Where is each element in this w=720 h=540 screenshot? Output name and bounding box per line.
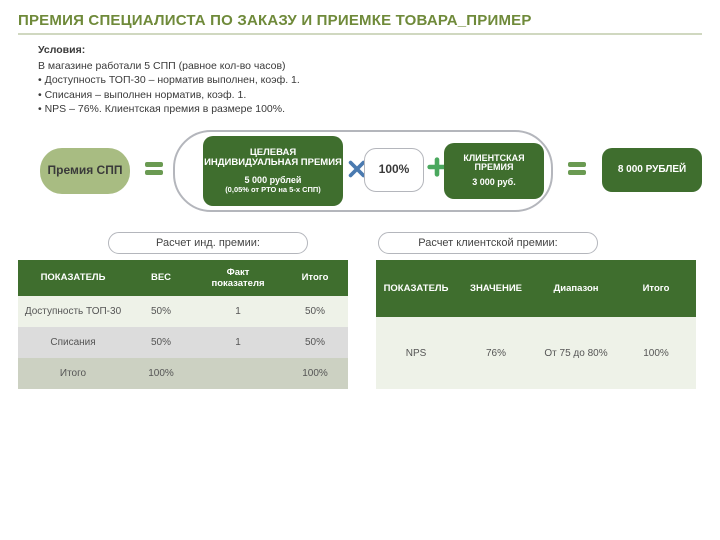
table-cell: 50%: [128, 296, 194, 327]
table1-caption: Расчет инд. премии:: [108, 232, 308, 254]
table-cell: 1: [194, 327, 282, 358]
conditions-list: Доступность ТОП-30 – норматив выполнен, …: [38, 73, 702, 116]
table-individual: ПОКАЗАТЕЛЬВЕСФакт показателяИтогоДоступн…: [18, 260, 348, 389]
table-header: ПОКАЗАТЕЛЬ: [18, 260, 128, 296]
table-header: ВЕС: [128, 260, 194, 296]
table-header: Итого: [282, 260, 348, 296]
conditions-bullet: Доступность ТОП-30 – норматив выполнен, …: [38, 73, 702, 87]
table-header: Итого: [616, 260, 696, 318]
table-cell: 100%: [282, 358, 348, 389]
table-cell: 1: [194, 296, 282, 327]
table-cell: Списания: [18, 327, 128, 358]
table-cell: 50%: [128, 327, 194, 358]
table-header: Факт показателя: [194, 260, 282, 296]
conditions-bullet: Списания – выполнен норматив, коэф. 1.: [38, 88, 702, 102]
table-cell: [194, 358, 282, 389]
table-cell: 50%: [282, 296, 348, 327]
pill-percent: 100%: [364, 148, 424, 192]
pill-individual-premium: ЦЕЛЕВАЯ ИНДИВИДУАЛЬНАЯ ПРЕМИЯ 5 000 рубл…: [203, 136, 343, 206]
page-title: ПРЕМИЯ СПЕЦИАЛИСТА ПО ЗАКАЗУ И ПРИЕМКЕ Т…: [18, 12, 702, 35]
table-cell: От 75 до 80%: [536, 317, 616, 388]
table-cell: NPS: [376, 317, 456, 388]
table-cell: 76%: [456, 317, 536, 388]
table-client: ПОКАЗАТЕЛЬЗНАЧЕНИЕДиапазонИтогоNPS76%От …: [376, 260, 696, 389]
conditions-bullet: NPS – 76%. Клиентская премия в размере 1…: [38, 102, 702, 116]
equals-icon: [566, 158, 588, 184]
table-row: Списания50%150%: [18, 327, 348, 358]
table-header: ЗНАЧЕНИЕ: [456, 260, 536, 318]
table-captions-row: Расчет инд. премии: Расчет клиентской пр…: [18, 232, 702, 254]
table-header: Диапазон: [536, 260, 616, 318]
conditions-heading: Условия:: [38, 43, 702, 57]
table-cell: 50%: [282, 327, 348, 358]
table2-caption: Расчет клиентской премии:: [378, 232, 598, 254]
pill-client-premium: КЛИЕНТСКАЯ ПРЕМИЯ 3 000 руб.: [444, 143, 544, 199]
table-cell: 100%: [128, 358, 194, 389]
table-cell: Доступность ТОП-30: [18, 296, 128, 327]
table-row: Итого100%100%: [18, 358, 348, 389]
table-cell: 100%: [616, 317, 696, 388]
table-row: Доступность ТОП-3050%150%: [18, 296, 348, 327]
formula-row: Премия СПП ЦЕЛЕВАЯ ИНДИВИДУАЛЬНАЯ ПРЕМИЯ…: [18, 126, 702, 218]
conditions-block: Условия: В магазине работали 5 СПП (равн…: [38, 43, 702, 116]
conditions-intro: В магазине работали 5 СПП (равное кол-во…: [38, 59, 702, 73]
pill-result: 8 000 РУБЛЕЙ: [602, 148, 702, 192]
equals-icon: [143, 158, 165, 184]
table-cell: Итого: [18, 358, 128, 389]
table-header: ПОКАЗАТЕЛЬ: [376, 260, 456, 318]
table-row: NPS76%От 75 до 80%100%: [376, 317, 696, 388]
pill-premium-spp: Премия СПП: [40, 148, 130, 194]
